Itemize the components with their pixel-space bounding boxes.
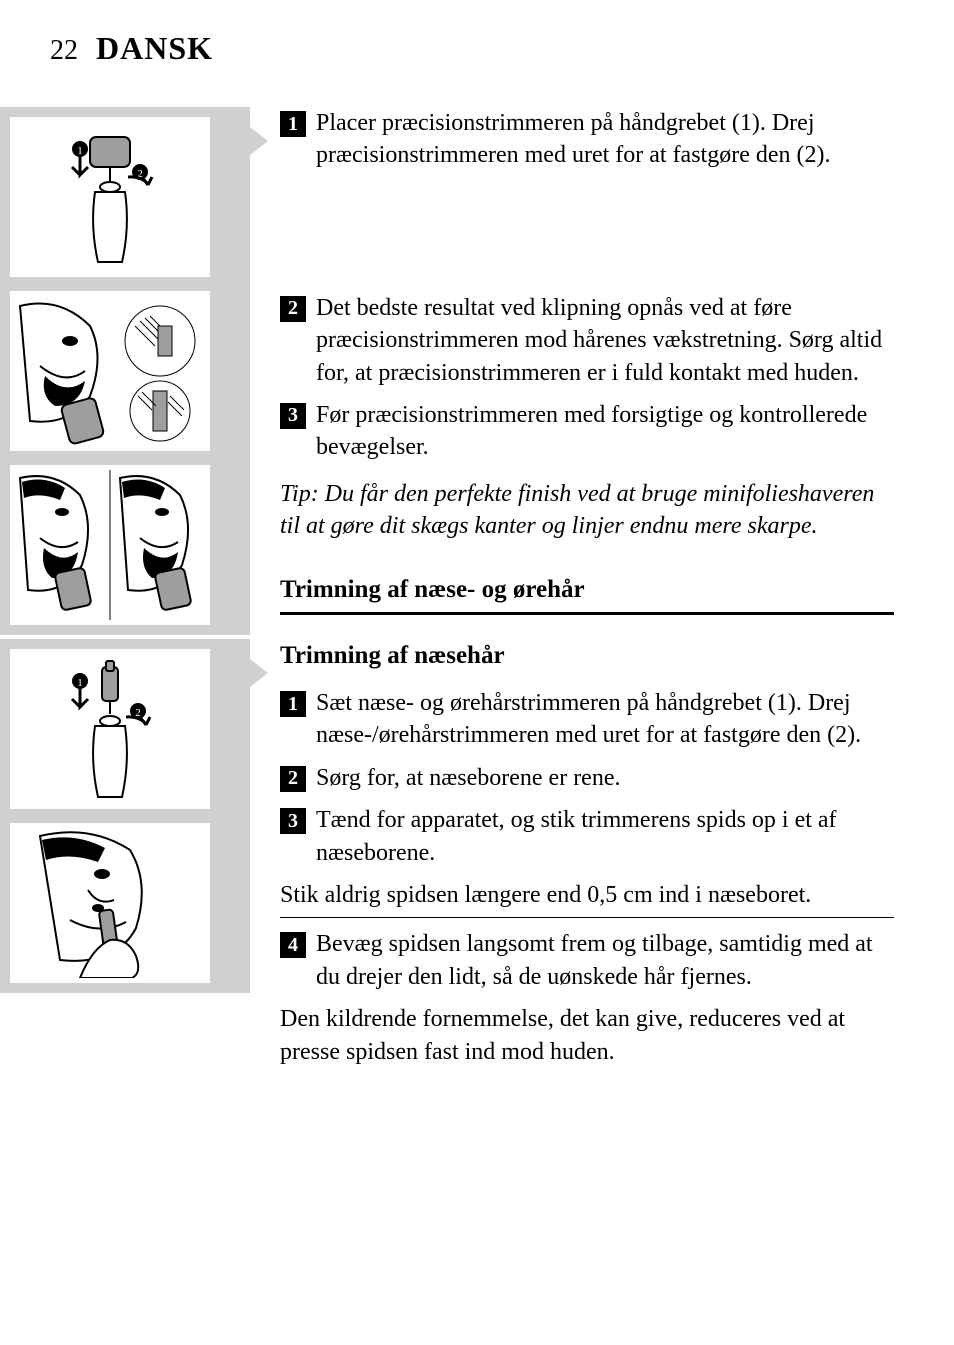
section2-main: Trimning af næsehår 1 Sæt næse- og ørehå…: [250, 639, 904, 1068]
step-badge: 2: [280, 296, 306, 322]
step-text: Bevæg spidsen langsomt frem og tilbage, …: [316, 928, 894, 993]
page-header: 22 DANSK: [0, 30, 904, 67]
figure-nose-attach: 1 2: [10, 649, 210, 809]
step-badge: 3: [280, 403, 306, 429]
page-number: 22: [50, 35, 78, 67]
warning-note: Stik aldrig spidsen længere end 0,5 cm i…: [280, 879, 894, 918]
svg-text:1: 1: [77, 677, 83, 689]
step-text: Før præcisionstrimmeren med forsigtige o…: [316, 399, 894, 464]
section2-row: 1 2: [0, 639, 904, 1068]
section-heading: Trimning af næse- og ørehår: [280, 573, 894, 616]
step-badge: 1: [280, 111, 306, 137]
figure-trim-controlled: [10, 465, 210, 625]
step-4b: 4 Bevæg spidsen langsomt frem og tilbage…: [280, 928, 894, 993]
step-text: Sæt næse- og ørehårstrimmeren på håndgre…: [316, 687, 894, 752]
step-3: 3 Før præcisionstrimmeren med forsigtige…: [280, 399, 894, 464]
figure-trim-direction: [10, 291, 210, 451]
figure-trimmer-attach: 1 2: [10, 117, 210, 277]
language-label: DANSK: [96, 30, 213, 67]
section1-row: 1 2: [0, 107, 904, 635]
step-badge: 4: [280, 932, 306, 958]
pointer-icon: [250, 659, 268, 687]
svg-text:1: 1: [77, 145, 83, 157]
step-text: Placer præcisionstrimmeren på håndgrebet…: [316, 107, 894, 172]
page-content: 1 2: [0, 107, 904, 1068]
step-badge: 1: [280, 691, 306, 717]
closing-para: Den kildrende fornemmelse, det kan give,…: [280, 1003, 894, 1068]
tip-text: Tip: Du får den perfekte finish ved at b…: [280, 478, 894, 543]
figure-nose-use: [10, 823, 210, 983]
step-badge: 3: [280, 808, 306, 834]
step-1: 1 Placer præcisionstrimmeren på håndgreb…: [280, 107, 894, 172]
sidebar-figures-1: 1 2: [0, 107, 250, 635]
step-2b: 2 Sørg for, at næseborene er rene.: [280, 762, 894, 794]
sub-heading: Trimning af næsehår: [280, 639, 894, 673]
step-3b: 3 Tænd for apparatet, og stik trimmerens…: [280, 804, 894, 869]
step-text: Sørg for, at næseborene er rene.: [316, 762, 894, 794]
step-text: Det bedste resultat ved klipning opnås v…: [316, 292, 894, 389]
step-text: Tænd for apparatet, og stik trimmerens s…: [316, 804, 894, 869]
step-badge: 2: [280, 766, 306, 792]
pointer-icon: [250, 127, 268, 155]
step-1b: 1 Sæt næse- og ørehårstrimmeren på håndg…: [280, 687, 894, 752]
step-2: 2 Det bedste resultat ved klipning opnås…: [280, 292, 894, 389]
sidebar-figures-2: 1 2: [0, 639, 250, 993]
section1-main: 1 Placer præcisionstrimmeren på håndgreb…: [250, 107, 904, 635]
